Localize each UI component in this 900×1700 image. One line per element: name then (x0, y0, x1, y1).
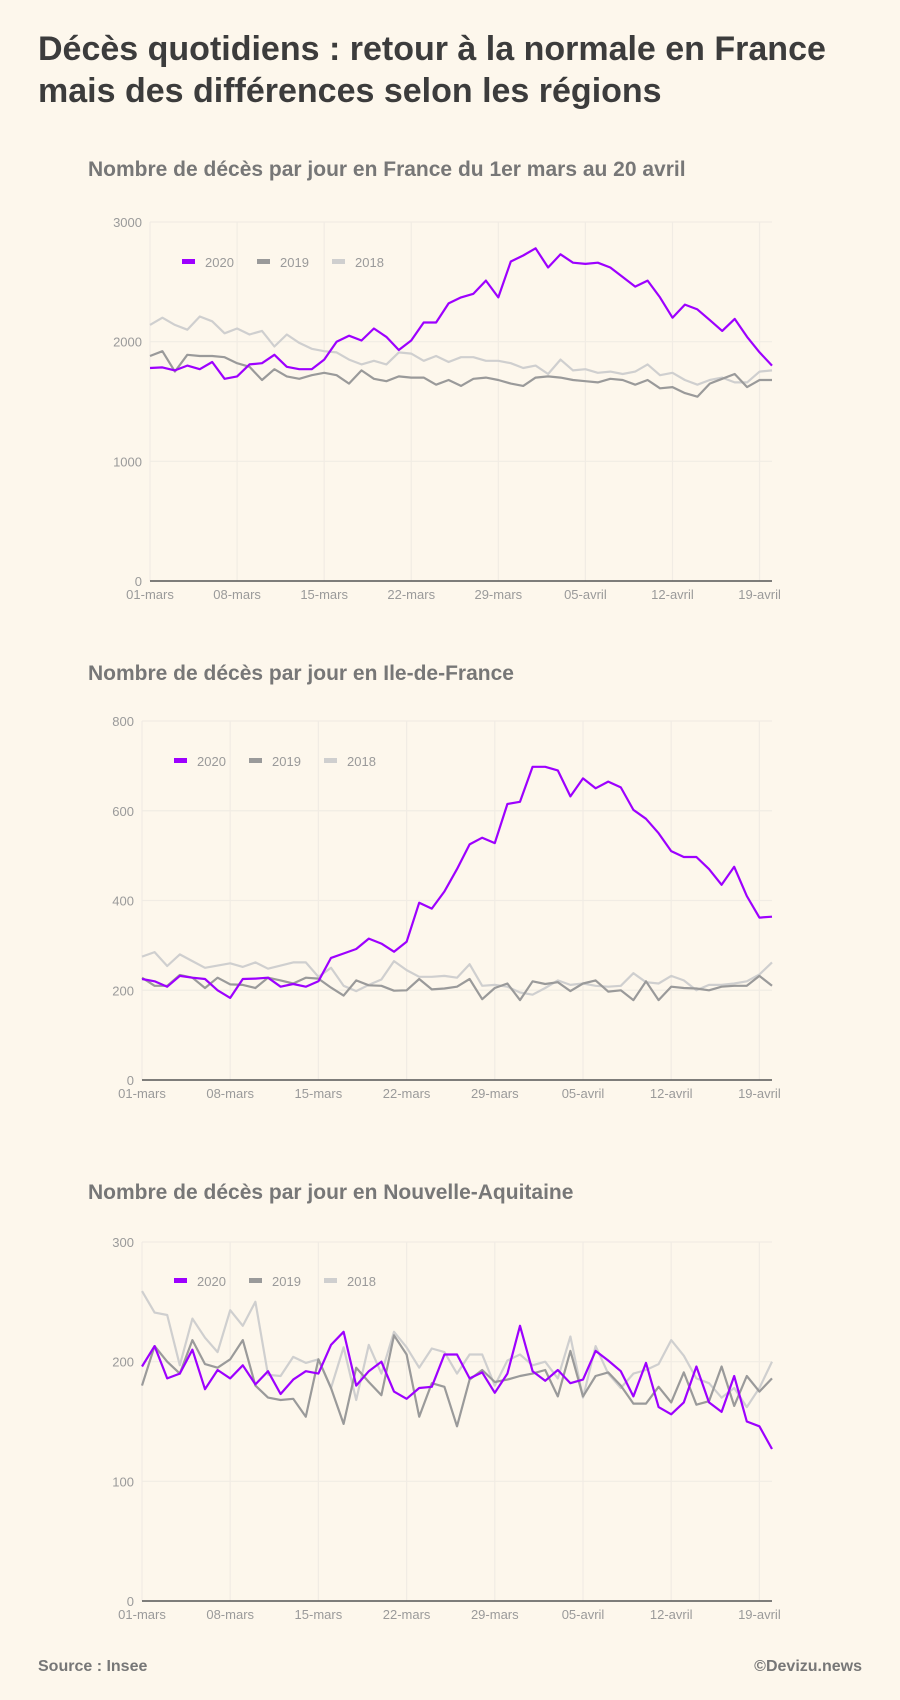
x-tick-label: 05-avril (562, 1086, 605, 1101)
legend-label-2020: 2020 (197, 1274, 226, 1289)
y-tick-label: 200 (112, 1355, 134, 1370)
y-tick-label: 200 (112, 983, 134, 998)
series-line-2019 (141, 973, 773, 1002)
chart-title-nouvelle-aquitaine: Nombre de décès par jour en Nouvelle-Aqu… (88, 1181, 574, 1204)
legend-label-2018: 2018 (355, 255, 384, 270)
legend-swatch-2020 (174, 1278, 187, 1283)
y-tick-label: 0 (127, 1594, 134, 1609)
series-line-2019 (149, 350, 772, 398)
main-title: Décès quotidiens : retour à la normale e… (38, 30, 826, 110)
x-tick-label: 29-mars (474, 587, 522, 602)
chart-france: 0 1000 2000 3000 01-mars 08-mars 15-mars 22-mar… (113, 215, 781, 602)
legend-swatch-2018 (324, 758, 337, 763)
legend-swatch-2018 (332, 259, 345, 264)
legend-label-2020: 2020 (197, 754, 226, 769)
series-line-2018 (141, 1290, 773, 1409)
x-tick-label: 05-avril (562, 1607, 605, 1622)
x-tick-label: 15-mars (300, 587, 348, 602)
legend-swatch-2018 (324, 1278, 337, 1283)
y-tick-label: 0 (135, 574, 142, 589)
x-tick-label: 01-mars (118, 1607, 166, 1622)
x-tick-label: 19-avril (738, 587, 781, 602)
x-tick-label: 22-mars (387, 587, 435, 602)
series-line-2018 (141, 951, 773, 996)
legend-label-2018: 2018 (347, 754, 376, 769)
legend-swatch-2019 (249, 758, 262, 763)
x-tick-label: 12-avril (650, 1086, 693, 1101)
x-tick-label: 29-mars (471, 1086, 519, 1101)
x-tick-label: 01-mars (118, 1086, 166, 1101)
legend-swatch-2020 (174, 758, 187, 763)
chart-title-ile-de-france: Nombre de décès par jour en Ile-de-Franc… (88, 662, 514, 685)
source-note: Source : Insee (38, 1658, 148, 1675)
y-tick-label: 1000 (113, 454, 142, 469)
y-tick-label: 800 (112, 714, 134, 729)
chart-ile-de-france: 0 200 400 600 800 01-mars 08-mars 15-mars 22-mar… (112, 714, 781, 1101)
legend-label-2020: 2020 (205, 255, 234, 270)
legend-swatch-2020 (182, 259, 195, 264)
series-line-2020 (149, 247, 773, 380)
x-tick-label: 01-mars (126, 587, 174, 602)
x-tick-label: 05-avril (564, 587, 607, 602)
chart-title-france: Nombre de décès par jour en France du 1e… (88, 158, 686, 181)
series-line-2020 (141, 765, 773, 999)
legend-label-2019: 2019 (272, 754, 301, 769)
y-tick-label: 600 (112, 804, 134, 819)
x-tick-label: 22-mars (383, 1607, 431, 1622)
x-tick-label: 15-mars (295, 1086, 343, 1101)
y-tick-label: 300 (112, 1235, 134, 1250)
legend-label-2019: 2019 (280, 255, 309, 270)
legend-label-2018: 2018 (347, 1274, 376, 1289)
series-line-2020 (141, 1324, 773, 1450)
x-tick-label: 08-mars (213, 587, 261, 602)
series-line-2019 (140, 1334, 773, 1428)
x-tick-label: 22-mars (383, 1086, 431, 1101)
x-tick-label: 19-avril (738, 1607, 781, 1622)
y-tick-label: 100 (112, 1474, 134, 1489)
y-tick-label: 400 (112, 894, 134, 909)
credit: ©Devizu.news (754, 1658, 862, 1675)
legend-swatch-2019 (249, 1278, 262, 1283)
x-tick-label: 08-mars (206, 1607, 254, 1622)
x-tick-label: 19-avril (738, 1086, 781, 1101)
x-tick-label: 12-avril (651, 587, 694, 602)
y-tick-label: 3000 (113, 215, 142, 230)
chart-nouvelle-aquitaine: 0 100 200 300 01-mars 08-mars 15-mars 22-mars 29… (112, 1235, 781, 1622)
y-tick-label: 2000 (113, 335, 142, 350)
series-line-2018 (149, 315, 773, 386)
x-tick-label: 29-mars (471, 1607, 519, 1622)
x-tick-label: 08-mars (206, 1086, 254, 1101)
x-tick-label: 15-mars (295, 1607, 343, 1622)
x-tick-label: 12-avril (650, 1607, 693, 1622)
legend-label-2019: 2019 (272, 1274, 301, 1289)
legend-swatch-2019 (257, 259, 270, 264)
y-tick-label: 0 (127, 1073, 134, 1088)
